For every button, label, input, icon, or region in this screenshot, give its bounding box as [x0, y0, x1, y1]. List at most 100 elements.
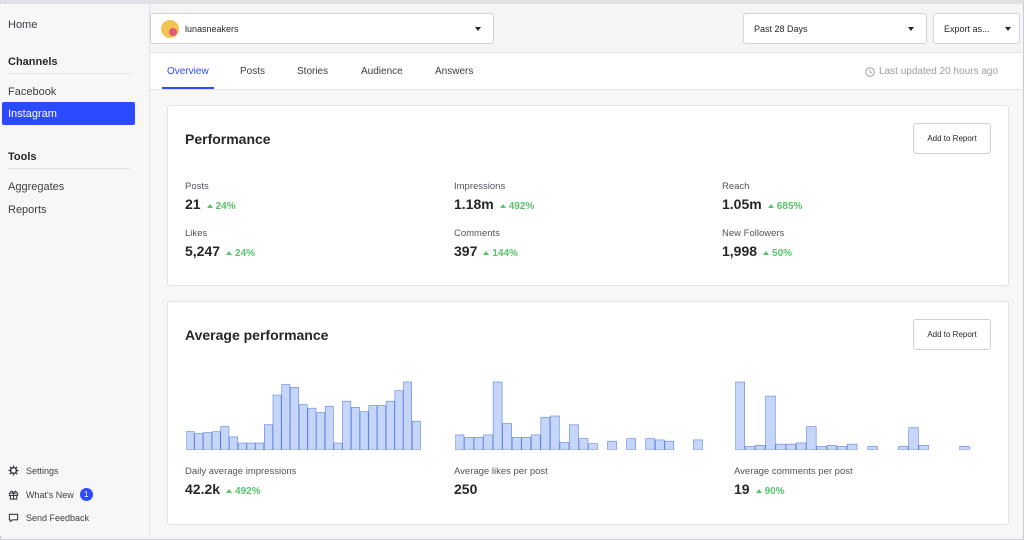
- sidebar-item-reports[interactable]: Reports: [8, 204, 47, 216]
- chart-bar: [559, 442, 570, 451]
- chart-bar: [185, 431, 195, 451]
- date-range-selector[interactable]: Past 28 Days: [743, 13, 927, 44]
- gift-icon: [8, 490, 19, 500]
- chart-bar: [492, 381, 503, 451]
- whats-new-link[interactable]: What's New 1: [8, 488, 93, 501]
- metric-change: 492%: [226, 486, 261, 497]
- metric-value: 42.2k: [185, 481, 221, 497]
- last-updated: Last updated 20 hours ago: [865, 66, 998, 77]
- chart-bar: [237, 442, 247, 451]
- average-performance-title: Average performance: [185, 327, 329, 343]
- main-panel: Overview Posts Stories Audience Answers …: [150, 52, 1022, 536]
- performance-title: Performance: [185, 131, 271, 147]
- chart-bar: [324, 406, 334, 451]
- metric-value: 5,247: [185, 243, 221, 259]
- tab-posts[interactable]: Posts: [240, 66, 266, 77]
- send-feedback-label: Send Feedback: [26, 512, 90, 523]
- chart-bar: [281, 384, 291, 451]
- metric-value: 1,998: [722, 243, 758, 259]
- metric-value: 1.18m: [454, 196, 494, 212]
- metric-change: 492%: [500, 201, 535, 212]
- account-selector[interactable]: lunasneakers: [150, 13, 494, 44]
- chart-bar: [959, 446, 970, 451]
- tab-overview[interactable]: Overview: [167, 66, 209, 77]
- chart-bar: [203, 432, 212, 451]
- metric-posts: Posts 21 24%: [185, 181, 236, 212]
- chart-bar: [847, 443, 858, 451]
- chevron-down-icon: [1005, 27, 1011, 31]
- average-performance-card: Average performance Add to Report Daily …: [167, 301, 1009, 525]
- chart-bar: [255, 442, 265, 451]
- comments-bar-chart: [734, 380, 970, 451]
- chart-bar: [775, 443, 786, 451]
- metric-change: 90%: [756, 486, 785, 497]
- chart-bar: [333, 442, 343, 451]
- metric-label: Likes: [185, 228, 208, 239]
- chart-bar: [795, 442, 807, 451]
- sidebar-item-instagram[interactable]: Instagram: [2, 102, 135, 125]
- chart-bar: [229, 436, 238, 451]
- chart-bar: [765, 395, 776, 451]
- whats-new-label: What's New: [26, 489, 74, 500]
- tab-bar: Overview Posts Stories Audience Answers …: [150, 53, 1022, 90]
- metric-label: Reach: [722, 181, 750, 192]
- metric-change: 685%: [768, 201, 803, 212]
- sidebar: Home Channels Facebook Instagram Tools A…: [0, 4, 150, 536]
- chart-bar: [607, 440, 617, 451]
- sidebar-item-home[interactable]: Home: [8, 19, 38, 31]
- chart-bar: [826, 445, 837, 451]
- chart-bar: [211, 431, 221, 451]
- chart-bar: [307, 407, 317, 451]
- tab-stories[interactable]: Stories: [297, 66, 329, 77]
- metric-reach: Reach 1.05m 685%: [722, 181, 802, 212]
- chart-bar: [531, 434, 541, 451]
- metric-label: Impressions: [454, 181, 506, 192]
- add-to-report-button[interactable]: Add to Report: [913, 319, 991, 350]
- chart-bar: [220, 426, 230, 451]
- export-label: Export as...: [944, 23, 990, 34]
- notification-badge: 1: [79, 488, 93, 501]
- sidebar-item-facebook[interactable]: Facebook: [8, 86, 57, 98]
- metric-value: 1.05m: [722, 196, 762, 212]
- last-updated-text: Last updated 20 hours ago: [879, 66, 998, 77]
- chart-bar: [359, 411, 369, 451]
- chart-bar: [502, 423, 512, 451]
- metric-label: Posts: [185, 181, 209, 192]
- performance-card: Performance Add to Report Posts 21 24% Im…: [167, 105, 1009, 286]
- chart-bar: [385, 400, 395, 451]
- metric-impressions: Impressions 1.18m 492%: [454, 181, 534, 212]
- export-selector[interactable]: Export as...: [933, 13, 1020, 44]
- metric-new-followers: New Followers 1,998 50%: [722, 228, 792, 259]
- chart-bar: [511, 437, 522, 451]
- metric-likes: Likes 5,247 24%: [185, 228, 255, 259]
- metric-avg-likes: Average likes per post 250: [454, 466, 548, 497]
- metric-value: 250: [454, 481, 478, 497]
- send-feedback-link[interactable]: Send Feedback: [8, 512, 89, 523]
- settings-link[interactable]: Settings: [8, 465, 59, 476]
- chart-bar: [264, 424, 273, 451]
- metric-change: 24%: [226, 248, 255, 259]
- impressions-bar-chart: [185, 380, 421, 451]
- chart-bar: [755, 445, 766, 451]
- metric-value: 19: [734, 481, 750, 497]
- chevron-down-icon: [908, 27, 914, 31]
- chart-bar: [194, 433, 204, 451]
- metric-value: 397: [454, 243, 478, 259]
- add-to-report-button[interactable]: Add to Report: [913, 123, 991, 154]
- metric-label: Average likes per post: [454, 466, 548, 477]
- chart-bar: [351, 406, 360, 451]
- gear-icon: [8, 465, 19, 476]
- tab-audience[interactable]: Audience: [361, 66, 403, 77]
- sidebar-item-aggregates[interactable]: Aggregates: [8, 181, 65, 193]
- date-range-value: Past 28 Days: [754, 23, 808, 34]
- metric-label: Average comments per post: [734, 466, 853, 477]
- divider: [8, 73, 130, 74]
- chart-bar: [550, 415, 560, 451]
- chart-bar: [655, 439, 665, 451]
- chart-bar: [664, 440, 675, 451]
- chart-bar: [290, 386, 299, 451]
- tab-answers[interactable]: Answers: [435, 66, 474, 77]
- metric-daily-avg-impressions: Daily average impressions 42.2k 492%: [185, 466, 296, 497]
- chart-bar: [298, 404, 308, 451]
- chart-bar: [521, 437, 532, 451]
